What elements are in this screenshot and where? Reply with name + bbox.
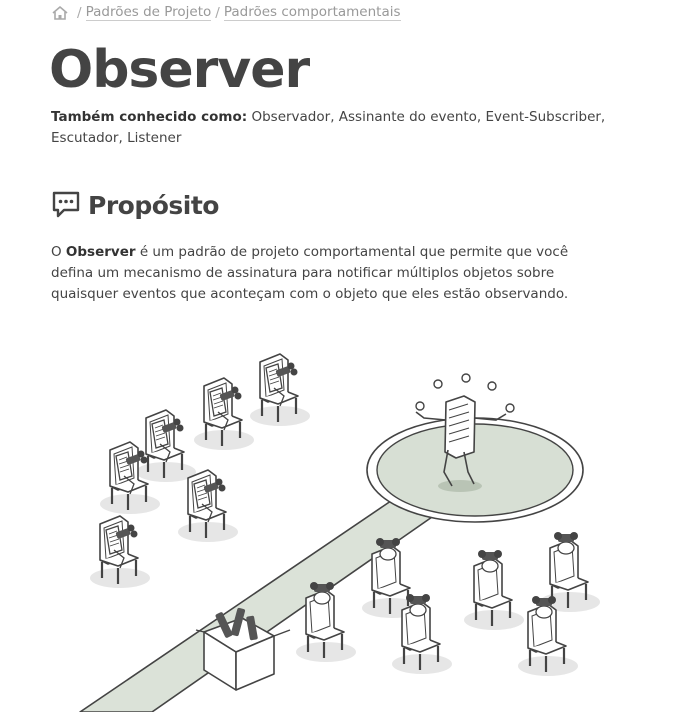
also-known-as-value: Observador, Assinante do evento, Event-S…	[51, 109, 606, 146]
breadcrumb-link-behavioral-patterns[interactable]: Padrões comportamentais	[223, 4, 401, 21]
home-icon[interactable]	[51, 5, 69, 21]
intent-text: é um padrão de projeto comportamental qu…	[51, 244, 569, 302]
breadcrumb-link-design-patterns[interactable]: Padrões de Projeto	[85, 4, 212, 21]
also-known-as: Também conhecido como: Observador, Assin…	[51, 107, 641, 149]
intent-paragraph: O Observer é um padrão de projeto compor…	[51, 242, 611, 305]
speech-bubble-icon	[52, 191, 80, 218]
intent-prefix: O	[51, 244, 66, 260]
breadcrumb: / Padrões de Projeto / Padrões comportam…	[51, 3, 401, 23]
breadcrumb-separator: /	[77, 5, 82, 21]
page-title: Observer	[49, 40, 310, 100]
observer-illustration	[79, 340, 620, 712]
breadcrumb-separator: /	[215, 5, 220, 21]
also-known-as-label: Também conhecido como:	[51, 109, 248, 125]
intent-pattern-name: Observer	[65, 244, 136, 260]
section-heading-intent: Propósito	[51, 190, 219, 220]
section-title: Propósito	[88, 190, 219, 220]
